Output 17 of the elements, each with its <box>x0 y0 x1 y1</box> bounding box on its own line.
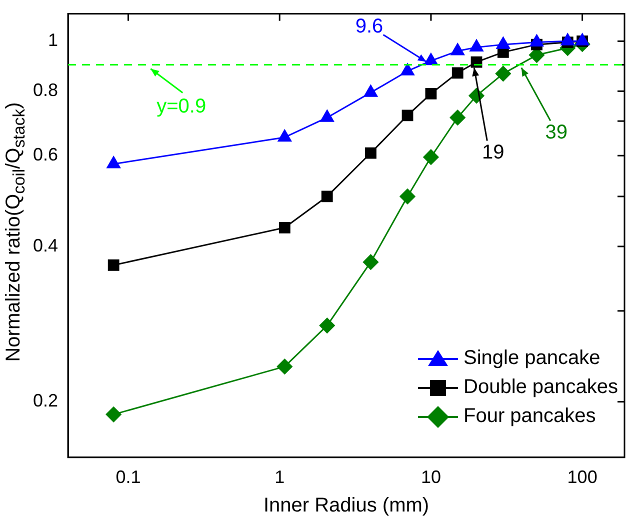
legend-label: Four pancakes <box>464 404 596 430</box>
x-axis-title: Inner Radius (mm) <box>263 494 430 517</box>
annotation: 19 <box>482 141 504 164</box>
legend-label: Single pancake <box>464 346 600 372</box>
annotation: 9.6 <box>355 15 384 38</box>
y-tick-label: 0.2 <box>32 390 58 411</box>
annotation: 39 <box>545 121 568 144</box>
y-tick-label: 0.4 <box>32 235 58 256</box>
ref-line-label: y=0.9 <box>156 95 206 118</box>
x-tick-label: 100 <box>567 467 598 488</box>
x-tick-label: 10 <box>420 467 441 488</box>
x-tick-label: 1 <box>274 467 285 488</box>
y-tick-label: 0.6 <box>32 144 58 165</box>
y-tick-label: 0.8 <box>32 80 58 100</box>
legend-label: Double pancakes <box>464 375 618 400</box>
x-tick-label: 0.1 <box>116 467 141 488</box>
y-tick-label: 1 <box>48 30 58 50</box>
